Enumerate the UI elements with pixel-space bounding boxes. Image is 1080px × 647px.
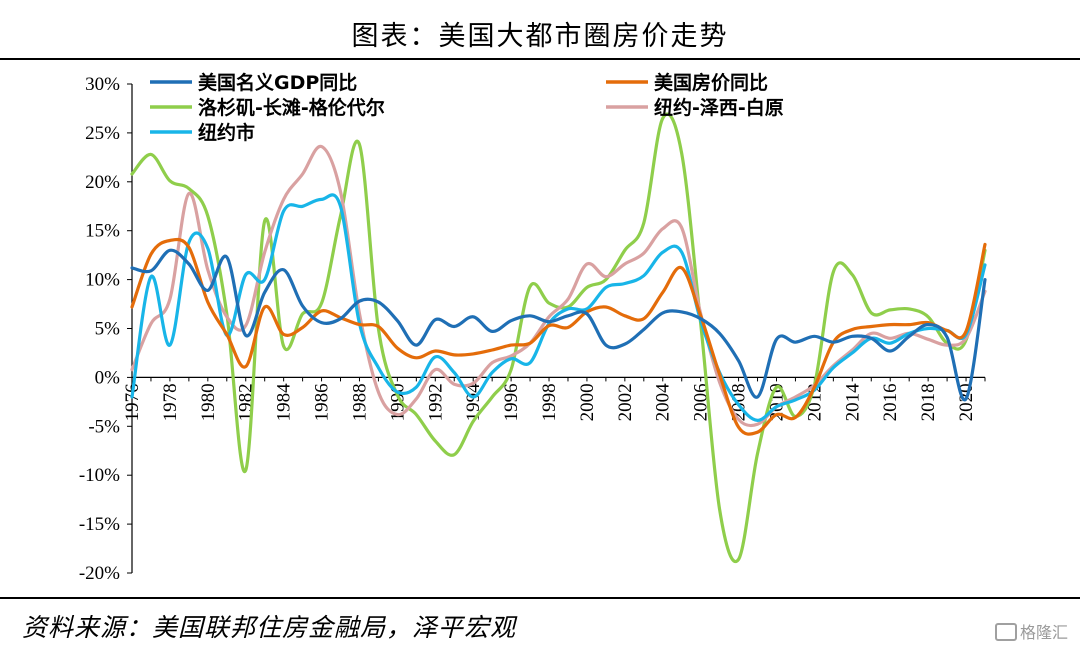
x-tick-label: 1984 — [274, 383, 295, 422]
legend-label: 美国房价同比 — [654, 71, 768, 94]
y-tick-label: 5% — [95, 319, 121, 340]
series-line-2 — [130, 112, 987, 563]
x-tick-label: 1978 — [160, 383, 181, 421]
x-tick-label: 1996 — [501, 383, 522, 421]
y-tick-label: -10% — [79, 465, 120, 486]
watermark: 格隆汇 — [994, 619, 1068, 643]
source-rule — [0, 597, 1080, 599]
legend-label: 洛杉矶-长滩-格伦代尔 — [198, 96, 385, 119]
source-note: 资料来源：美国联邦住房金融局，泽平宏观 — [22, 613, 517, 642]
x-tick-label: 2000 — [577, 383, 598, 421]
y-tick-label: -5% — [88, 416, 120, 437]
legend-label: 纽约-泽西-白原 — [654, 96, 784, 119]
y-tick-label: 10% — [85, 270, 120, 291]
legend-label: 美国名义GDP同比 — [198, 71, 357, 94]
x-tick-label: 1976 — [122, 383, 143, 421]
y-tick-label: 15% — [85, 221, 120, 242]
series-line-1 — [130, 237, 987, 436]
series-line-0 — [130, 248, 987, 402]
title-rule — [0, 58, 1080, 60]
x-tick-label: 2004 — [653, 383, 674, 422]
x-tick-label: 2018 — [918, 383, 939, 421]
x-tick-label: 2016 — [880, 383, 901, 421]
chart-series-lines — [130, 112, 987, 563]
watermark-text: 格隆汇 — [1019, 623, 1068, 642]
x-tick-label: 1998 — [539, 383, 560, 421]
y-tick-label: 20% — [85, 172, 120, 193]
watermark-logo-icon — [994, 623, 1017, 641]
x-tick-label: 1988 — [349, 383, 370, 421]
chart-title: 图表：美国大都市圈房价走势 — [351, 21, 729, 52]
y-tick-label: 0% — [95, 367, 121, 388]
legend-label: 纽约市 — [198, 121, 255, 144]
x-tick-label: 1980 — [198, 383, 219, 421]
y-tick-label: -20% — [79, 563, 120, 584]
y-tick-label: 30% — [85, 74, 120, 95]
y-tick-label: 25% — [85, 123, 120, 144]
x-tick-label: 2014 — [842, 383, 863, 422]
chart-axes: -20% -15% -10% -5% 0% 5% 10% 15% 20% 25% 30% 1976 19… — [79, 74, 986, 584]
y-tick-label: -15% — [79, 514, 120, 535]
x-tick-label: 1992 — [425, 383, 446, 421]
x-tick-label: 1986 — [312, 383, 333, 421]
x-tick-label: 2002 — [615, 383, 636, 421]
